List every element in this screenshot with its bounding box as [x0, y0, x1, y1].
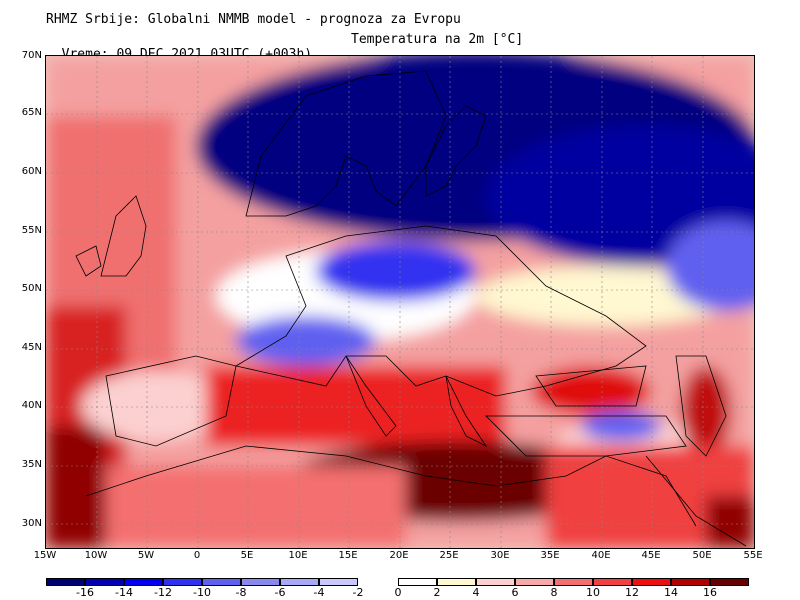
lon-label: 45E: [641, 550, 661, 561]
field-name: Temperatura na 2m [°C]: [351, 32, 524, 47]
lon-label: 25E: [439, 550, 459, 561]
colorbar-label: 0: [394, 586, 402, 599]
map-title: RHMZ Srbije: Globalni NMMB model - progn…: [46, 12, 461, 27]
lat-label: 60N: [21, 166, 42, 177]
colorbar-label: -16: [76, 586, 94, 599]
colorbar-label: -10: [193, 586, 211, 599]
colorbar-swatch: [632, 578, 671, 586]
colorbar-swatch: [476, 578, 515, 586]
colorbar-swatch: [319, 578, 358, 586]
colorbar-swatch: [554, 578, 593, 586]
lon-label: 30E: [490, 550, 510, 561]
lon-label: 10W: [84, 550, 108, 561]
lon-label: 15E: [338, 550, 358, 561]
colorbar-label: 10: [586, 586, 600, 599]
colorbar-label: -12: [154, 586, 172, 599]
lon-label: 5W: [137, 550, 155, 561]
lat-label: 35N: [21, 459, 42, 470]
lon-label: 55E: [743, 550, 763, 561]
colorbar-label: -8: [235, 586, 247, 599]
colorbar-swatch: [437, 578, 476, 586]
lat-label: 30N: [21, 518, 42, 529]
lat-label: 70N: [21, 50, 42, 61]
colorbar-swatch: [85, 578, 124, 586]
colorbar-swatch: [241, 578, 280, 586]
colorbar-swatch: [202, 578, 241, 586]
lat-label: 55N: [21, 225, 42, 236]
lon-label: 10E: [288, 550, 308, 561]
lon-label: 0: [193, 550, 201, 561]
colorbar-label: 4: [472, 586, 480, 599]
temperature-field: [46, 56, 754, 548]
colorbar-label: 2: [433, 586, 441, 599]
colorbar-swatch: [124, 578, 163, 586]
lon-label: 5E: [240, 550, 254, 561]
colorbar-swatch: [398, 578, 437, 586]
colorbar-label: 12: [625, 586, 639, 599]
lat-label: 50N: [21, 283, 42, 294]
coastlines: [75, 70, 747, 547]
lon-label: 35E: [540, 550, 560, 561]
colorbar-label: -4: [313, 586, 325, 599]
colorbar-label: -14: [115, 586, 133, 599]
colorbar-swatch: [46, 578, 85, 586]
colorbar-swatch: [280, 578, 319, 586]
temperature-map: [45, 55, 755, 549]
colorbar-swatch: [671, 578, 710, 586]
colorbar-label: 8: [550, 586, 558, 599]
lat-label: 65N: [21, 107, 42, 118]
lat-label: 45N: [21, 342, 42, 353]
colorbar-label: -6: [274, 586, 286, 599]
colorbar-label: 6: [511, 586, 519, 599]
colorbar-swatch: [163, 578, 202, 586]
colorbar-label: -2: [352, 586, 364, 599]
lon-label: 40E: [591, 550, 611, 561]
lon-label: 15W: [33, 550, 57, 561]
colorbar-label: 16: [703, 586, 717, 599]
colorbar-swatch: [710, 578, 749, 586]
colorbar-label: 14: [664, 586, 678, 599]
colorbar-swatch: [515, 578, 554, 586]
lon-label: 50E: [692, 550, 712, 561]
lat-label: 40N: [21, 400, 42, 411]
colorbar-swatch: [593, 578, 632, 586]
lon-label: 20E: [389, 550, 409, 561]
